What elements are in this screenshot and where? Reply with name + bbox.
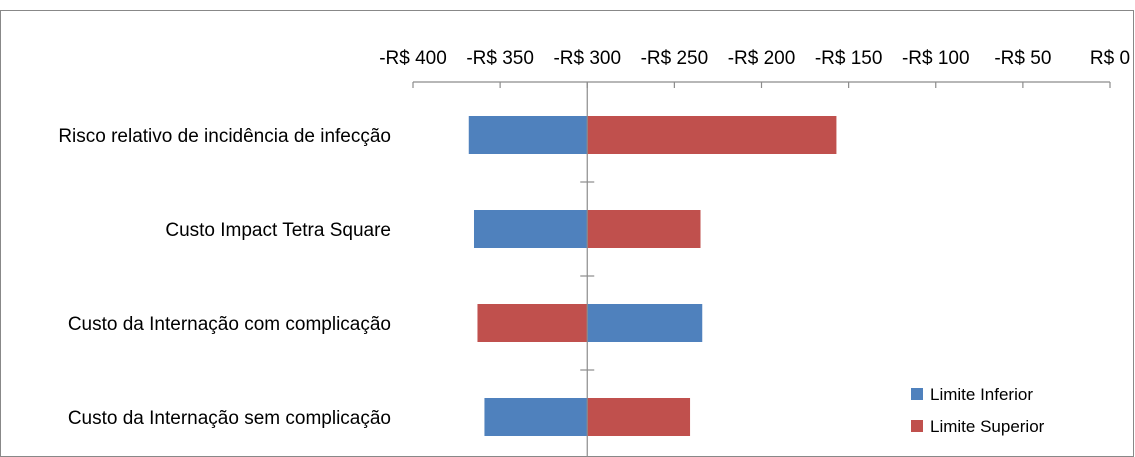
bar-limite-superior <box>587 398 690 436</box>
x-axis: -R$ 400 -R$ 350 -R$ 300 -R$ 250 -R$ 200 -R$ 1… <box>379 48 1130 88</box>
x-tick-label: -R$ 300 <box>553 48 621 69</box>
bar-limite-superior <box>587 116 836 154</box>
category-label: Custo da Internação com complicação <box>68 314 391 335</box>
legend-swatch <box>911 420 923 432</box>
legend-label: Limite Superior <box>930 417 1045 436</box>
x-tick-label: R$ 0 <box>1090 48 1130 69</box>
category-label: Custo Impact Tetra Square <box>165 220 391 241</box>
bar-limite-superior <box>587 210 700 248</box>
legend-swatch <box>911 388 923 400</box>
bar-limite-inferior <box>484 398 587 436</box>
bar-limite-inferior <box>474 210 587 248</box>
x-tick-label: -R$ 400 <box>379 48 447 69</box>
bar-limite-inferior <box>587 304 702 342</box>
x-tick-label: -R$ 200 <box>728 48 796 69</box>
category-label: Custo da Internação sem complicação <box>68 408 391 429</box>
legend-label: Limite Inferior <box>930 385 1033 404</box>
bar-limite-superior <box>477 304 587 342</box>
x-tick-label: -R$ 250 <box>641 48 709 69</box>
bar-limite-inferior <box>469 116 587 154</box>
category-label: Risco relativo de incidência de infecção <box>58 126 391 147</box>
x-tick-label: -R$ 100 <box>902 48 970 69</box>
x-tick-label: -R$ 150 <box>815 48 883 69</box>
x-tick-label: -R$ 50 <box>994 48 1051 69</box>
x-tick-label: -R$ 350 <box>466 48 534 69</box>
